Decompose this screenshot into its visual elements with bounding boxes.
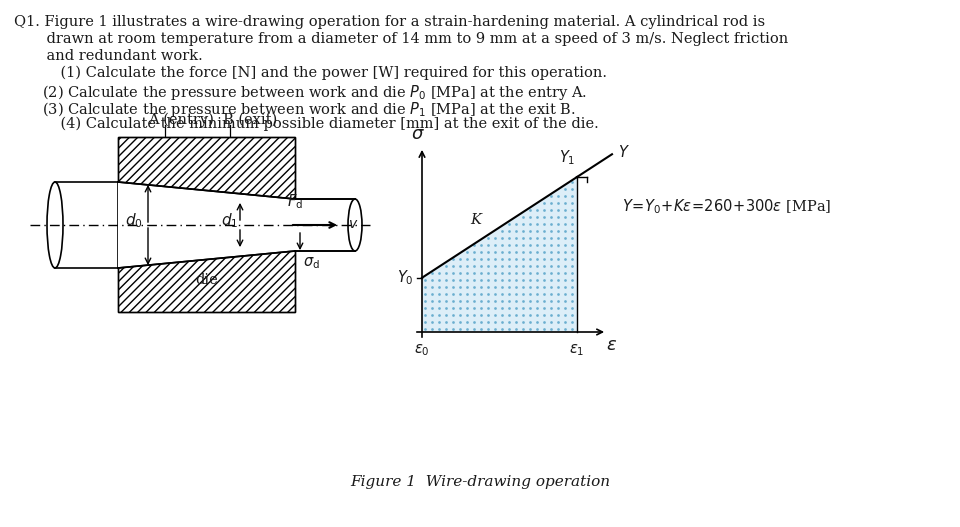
Text: and redundant work.: and redundant work. <box>28 49 203 63</box>
Text: $Y_1$: $Y_1$ <box>559 148 575 167</box>
Bar <box>118 247 295 312</box>
Text: $Y\!=\!Y_0\!+\!K\varepsilon\!=\!260\!+\!300\varepsilon$ [MPa]: $Y\!=\!Y_0\!+\!K\varepsilon\!=\!260\!+\!… <box>622 198 831 217</box>
Ellipse shape <box>47 182 63 268</box>
Polygon shape <box>422 177 577 332</box>
Text: (2) Calculate the pressure between work and die $P_0$ [MPa] at the entry A.: (2) Calculate the pressure between work … <box>42 83 588 102</box>
Bar <box>55 182 118 268</box>
Text: $\sigma$: $\sigma$ <box>411 125 425 143</box>
Text: K: K <box>470 213 481 228</box>
Polygon shape <box>118 182 295 268</box>
Text: A (entry)  B (exit): A (entry) B (exit) <box>148 113 277 127</box>
Text: $\sigma_\mathrm{d}$: $\sigma_\mathrm{d}$ <box>303 255 320 271</box>
Text: drawn at room temperature from a diameter of 14 mm to 9 mm at a speed of 3 m/s. : drawn at room temperature from a diamete… <box>28 32 788 46</box>
Text: $Y$: $Y$ <box>618 144 630 160</box>
Text: $Y_0$: $Y_0$ <box>397 268 414 287</box>
Text: $\varepsilon$: $\varepsilon$ <box>607 336 617 354</box>
Text: (1) Calculate the force [N] and the power [W] required for this operation.: (1) Calculate the force [N] and the powe… <box>42 66 607 81</box>
Bar <box>118 137 295 202</box>
Text: $d_0$: $d_0$ <box>125 212 143 230</box>
Text: die: die <box>195 272 218 287</box>
Text: $\varepsilon_1$: $\varepsilon_1$ <box>569 342 585 358</box>
Text: $v$: $v$ <box>348 217 358 231</box>
Text: Q1. Figure 1 illustrates a wire-drawing operation for a strain-hardening materia: Q1. Figure 1 illustrates a wire-drawing … <box>14 15 765 29</box>
Text: $F_\mathrm{d}$: $F_\mathrm{d}$ <box>287 192 303 211</box>
Bar <box>118 247 295 312</box>
Bar <box>295 199 355 251</box>
Text: (3) Calculate the pressure between work and die $P_1$ [MPa] at the exit B.: (3) Calculate the pressure between work … <box>42 100 576 119</box>
Text: $d_1$: $d_1$ <box>222 212 239 230</box>
Bar <box>118 137 295 202</box>
Ellipse shape <box>348 199 362 251</box>
Text: (4) Calculate the minimum possible diameter [mm] at the exit of the die.: (4) Calculate the minimum possible diame… <box>42 117 599 131</box>
Text: $\varepsilon_0$: $\varepsilon_0$ <box>414 342 430 358</box>
Text: Figure 1  Wire-drawing operation: Figure 1 Wire-drawing operation <box>350 475 610 489</box>
